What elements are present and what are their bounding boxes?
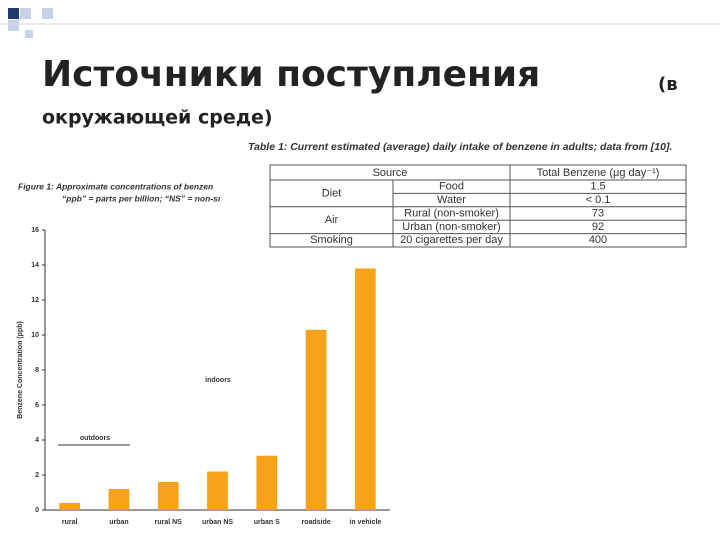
- figure-caption: Figure 1: Approximate concentrations of …: [18, 181, 213, 191]
- table-header: Source: [373, 167, 408, 179]
- table-cell: Diet: [322, 187, 342, 199]
- table-cell: Water: [437, 194, 466, 206]
- title: окружающей среде): [42, 107, 273, 129]
- y-tick-label: 14: [31, 262, 39, 269]
- x-tick-label: urban S: [254, 519, 280, 526]
- table: Source Total Benzene (μg day⁻¹) Food 1.5 Wat…: [269, 164, 687, 248]
- x-tick-label: rural: [62, 519, 78, 526]
- table-cell: 1.5: [590, 181, 605, 193]
- table-cell: Urban (non-smoker): [402, 221, 500, 233]
- title: (в: [658, 74, 678, 95]
- y-tick-label: 2: [35, 472, 39, 479]
- title: Источники поступления: [42, 54, 540, 95]
- bar: [157, 482, 179, 510]
- table-caption: Table 1: Current estimated (average) dai…: [248, 141, 672, 153]
- table-border: [269, 164, 687, 248]
- decoration: [0, 8, 720, 38]
- x-tick-label: rural NS: [155, 519, 183, 526]
- bar: [108, 489, 130, 510]
- y-tick-label: 16: [31, 227, 39, 234]
- x-tick-label: roadside: [301, 519, 330, 526]
- table-cell: Food: [439, 181, 464, 193]
- y-tick-label: 0: [35, 507, 39, 514]
- annotation: outdoors: [80, 435, 110, 442]
- y-tick-label: 12: [31, 297, 39, 304]
- bar: [59, 503, 80, 510]
- y-tick-label: 4: [35, 437, 39, 444]
- bar: [256, 455, 278, 510]
- table-cell: Smoking: [310, 234, 353, 246]
- y-tick-label: 8: [35, 367, 39, 374]
- table-cell: 20 cigarettes per day: [400, 234, 503, 246]
- bar: [207, 471, 228, 510]
- annotation: indoors: [205, 377, 231, 384]
- x-tick-label: in vehicle: [349, 519, 381, 526]
- x-tick-label: urban NS: [202, 519, 233, 526]
- table-cell: < 0.1: [586, 194, 611, 206]
- figure-caption: “ppb” = parts per billion; “NS” = non-sı: [62, 193, 221, 203]
- table-header: Total Benzene (μg day⁻¹): [537, 167, 660, 179]
- y-tick-label: 10: [31, 332, 39, 339]
- table-cell: Air: [325, 214, 339, 226]
- y-axis-label: Benzene Concentration (ppb): [17, 321, 24, 419]
- table-cell: Rural (non-smoker): [404, 207, 499, 219]
- bar: [305, 329, 327, 510]
- table-cell: 92: [592, 221, 604, 233]
- y-tick-label: 6: [35, 402, 39, 409]
- table-cell: 73: [592, 207, 604, 219]
- bar: [355, 268, 376, 510]
- table-cell: 400: [589, 234, 607, 246]
- x-tick-label: urban: [109, 519, 128, 526]
